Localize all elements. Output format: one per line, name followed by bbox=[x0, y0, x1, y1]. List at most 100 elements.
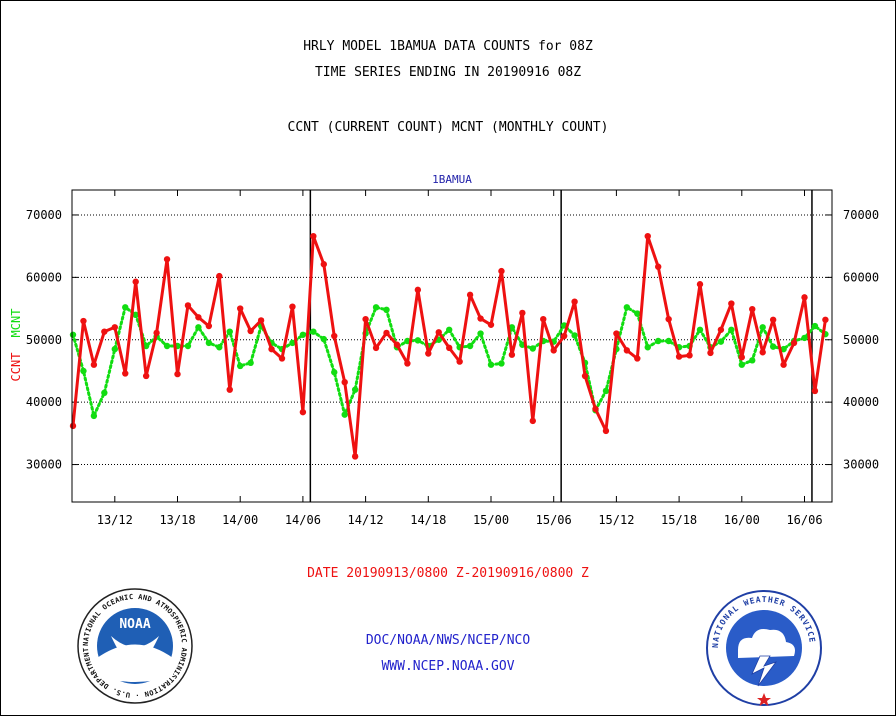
data-point-ccnt bbox=[540, 315, 547, 323]
data-point-mcnt bbox=[738, 361, 745, 368]
data-point-mcnt bbox=[205, 339, 213, 347]
noaa-logo-text: NOAA bbox=[119, 617, 150, 632]
data-point-ccnt bbox=[456, 358, 463, 365]
data-point-mcnt bbox=[623, 304, 631, 311]
y-axis-title-mcnt: MCNT bbox=[9, 309, 23, 338]
data-point-ccnt bbox=[749, 305, 756, 313]
series-layer bbox=[69, 232, 829, 460]
data-point-ccnt bbox=[404, 360, 411, 367]
data-point-mcnt bbox=[717, 338, 725, 345]
data-point-ccnt bbox=[498, 267, 505, 275]
data-point-ccnt bbox=[696, 281, 704, 288]
y-tick-label-left: 30000 bbox=[26, 458, 62, 472]
x-tick-label: 15/12 bbox=[598, 513, 634, 527]
data-point-ccnt bbox=[487, 321, 495, 328]
data-point-ccnt bbox=[268, 345, 275, 353]
data-point-mcnt bbox=[801, 334, 808, 342]
data-point-mcnt bbox=[634, 310, 641, 317]
data-point-mcnt bbox=[90, 412, 98, 420]
y-tick-label-left: 40000 bbox=[26, 395, 62, 409]
data-point-ccnt bbox=[393, 341, 401, 348]
x-tick-label: 16/06 bbox=[786, 513, 822, 527]
y-tick-label-left: 50000 bbox=[26, 333, 62, 347]
noaa-logo: NATIONAL OCEANIC AND ATMOSPHERIC ADMINIS… bbox=[75, 586, 193, 704]
org-label: DOC/NOAA/NWS/NCEP/NCO bbox=[365, 633, 531, 648]
data-point-ccnt bbox=[320, 261, 327, 268]
data-point-mcnt bbox=[289, 339, 296, 347]
data-point-ccnt bbox=[655, 263, 662, 270]
data-point-ccnt bbox=[466, 291, 474, 299]
data-point-mcnt bbox=[310, 328, 317, 335]
data-point-ccnt bbox=[592, 405, 599, 413]
data-point-ccnt bbox=[184, 302, 192, 309]
data-point-ccnt bbox=[717, 326, 725, 333]
data-point-mcnt bbox=[331, 369, 338, 376]
y-tick-label-right: 30000 bbox=[843, 458, 879, 472]
data-point-ccnt bbox=[195, 314, 202, 321]
data-point-mcnt bbox=[571, 332, 578, 339]
data-point-mcnt bbox=[602, 387, 610, 395]
data-point-mcnt bbox=[487, 361, 495, 368]
x-tick-label: 14/06 bbox=[285, 513, 321, 527]
data-point-ccnt bbox=[69, 422, 77, 430]
data-point-mcnt bbox=[508, 324, 516, 331]
data-point-mcnt bbox=[216, 344, 223, 351]
data-point-ccnt bbox=[822, 316, 829, 323]
data-point-ccnt bbox=[142, 372, 150, 380]
data-point-ccnt bbox=[644, 232, 651, 240]
data-point-ccnt bbox=[665, 315, 672, 323]
data-point-ccnt bbox=[299, 408, 307, 416]
data-point-ccnt bbox=[571, 298, 578, 305]
data-point-mcnt bbox=[80, 367, 87, 375]
y-tick-label-right: 50000 bbox=[843, 333, 879, 347]
data-point-ccnt bbox=[163, 256, 171, 263]
data-point-mcnt bbox=[466, 342, 474, 350]
data-point-mcnt bbox=[69, 331, 77, 338]
y-axis-title-ccnt: CCNT bbox=[9, 353, 23, 382]
y-axis-right-labels: 30000 40000 50000 60000 70000 bbox=[843, 208, 879, 472]
data-point-mcnt bbox=[780, 345, 787, 353]
data-point-ccnt bbox=[383, 329, 390, 337]
data-point-ccnt bbox=[519, 309, 526, 317]
data-point-ccnt bbox=[90, 361, 98, 368]
data-point-ccnt bbox=[351, 453, 359, 460]
x-tick-label: 14/12 bbox=[348, 513, 384, 527]
x-tick-label: 14/18 bbox=[410, 513, 446, 527]
data-point-mcnt bbox=[665, 337, 672, 345]
data-point-ccnt bbox=[477, 315, 484, 322]
data-point-mcnt bbox=[163, 342, 171, 350]
data-point-ccnt bbox=[623, 347, 631, 354]
data-point-mcnt bbox=[414, 337, 422, 344]
data-point-mcnt bbox=[237, 362, 244, 370]
data-point-mcnt bbox=[132, 311, 139, 318]
data-point-ccnt bbox=[811, 387, 819, 395]
data-point-ccnt bbox=[446, 344, 453, 352]
chart-subtitle: CCNT (CURRENT COUNT) MCNT (MONTHLY COUNT… bbox=[287, 120, 609, 135]
y-tick-label-left: 60000 bbox=[26, 270, 62, 284]
data-point-mcnt bbox=[122, 304, 129, 311]
day-boundary-lines bbox=[309, 190, 813, 502]
data-point-mcnt bbox=[759, 324, 766, 331]
data-point-ccnt bbox=[216, 272, 223, 280]
data-point-ccnt bbox=[581, 372, 589, 380]
chart-title-line-2: TIME SERIES ENDING IN 20190916 08Z bbox=[314, 65, 582, 80]
data-point-ccnt bbox=[257, 317, 265, 324]
data-point-ccnt bbox=[226, 386, 233, 393]
data-point-ccnt bbox=[529, 417, 536, 425]
data-point-ccnt bbox=[153, 329, 160, 337]
data-point-mcnt bbox=[749, 357, 756, 364]
data-point-mcnt bbox=[529, 345, 536, 352]
y-tick-label-right: 40000 bbox=[843, 395, 879, 409]
data-point-mcnt bbox=[320, 335, 327, 343]
data-point-mcnt bbox=[184, 342, 192, 350]
data-point-ccnt bbox=[122, 370, 129, 377]
data-point-ccnt bbox=[686, 352, 693, 359]
x-axis-labels: 13/12 13/18 14/00 14/06 14/12 14/18 15/00 15/06… bbox=[97, 190, 823, 527]
website-link[interactable]: WWW.NCEP.NOAA.GOV bbox=[381, 659, 515, 674]
data-point-ccnt bbox=[341, 378, 348, 386]
data-point-mcnt bbox=[341, 411, 348, 418]
x-tick-label: 15/06 bbox=[536, 513, 572, 527]
data-point-mcnt bbox=[101, 389, 108, 396]
nws-logo: NATIONAL WEATHER SERVICE bbox=[706, 590, 822, 706]
data-point-ccnt bbox=[174, 370, 181, 378]
